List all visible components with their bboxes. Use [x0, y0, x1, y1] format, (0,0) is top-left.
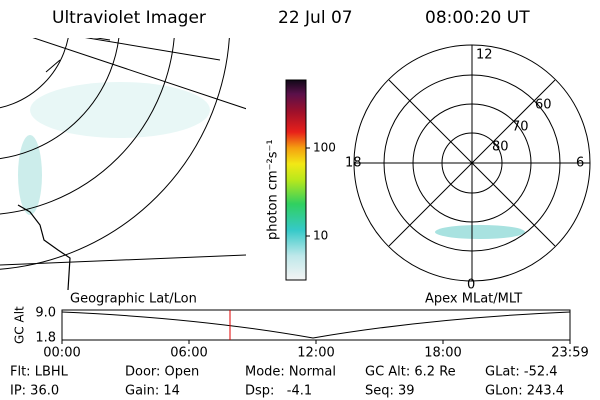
mlt-label: 0 [467, 278, 475, 293]
orbit-y-tick: 9.0 [35, 306, 56, 321]
lat-label: 80 [492, 140, 509, 155]
status-field: Seq: 39 [365, 384, 415, 399]
status-field: Mode: Normal [245, 365, 336, 380]
colorbar [285, 79, 307, 281]
status-field: Gain: 14 [125, 384, 180, 399]
colorbar-tick: 100 [313, 141, 336, 155]
orbit-left-label: Geographic Lat/Lon [70, 292, 197, 307]
x-tick-label: 06:00 [170, 346, 207, 361]
status-field: Door: Open [125, 365, 199, 380]
orbit-right-label: Apex MLat/MLT [425, 292, 522, 307]
colorbar-label: photon cm⁻²s⁻¹ [266, 139, 281, 240]
status-field: IP: 36.0 [10, 384, 59, 399]
lat-label: 70 [512, 120, 529, 135]
x-tick-label: 23:59 [551, 346, 588, 361]
orbit-frame [61, 309, 571, 341]
date: 22 Jul 07 [278, 8, 353, 28]
orbit-curve [61, 311, 571, 339]
x-tick-label: 12:00 [297, 346, 334, 361]
lat-label: 60 [535, 98, 552, 113]
orbit-y-tick: 1.8 [35, 331, 56, 346]
title: Ultraviolet Imager [52, 8, 206, 28]
mlt-label: 18 [345, 156, 362, 171]
x-tick-label: 00:00 [43, 346, 80, 361]
time: 08:00:20 UT [425, 8, 530, 28]
mlt-label: 12 [476, 48, 493, 63]
geo-map [0, 38, 246, 290]
colorbar-tick: 10 [313, 229, 328, 243]
status-field: GLon: 243.4 [485, 384, 564, 399]
status-field: GC Alt: 6.2 Re [365, 365, 456, 380]
x-tick-label: 18:00 [424, 346, 461, 361]
polar-plot [353, 44, 591, 282]
orbit-y-label: GC Alt [13, 306, 27, 344]
mlt-label: 6 [576, 156, 584, 171]
status-field: Flt: LBHL [10, 365, 69, 380]
status-field: GLat: -52.4 [485, 365, 558, 380]
status-field: Dsp: -4.1 [245, 384, 312, 399]
